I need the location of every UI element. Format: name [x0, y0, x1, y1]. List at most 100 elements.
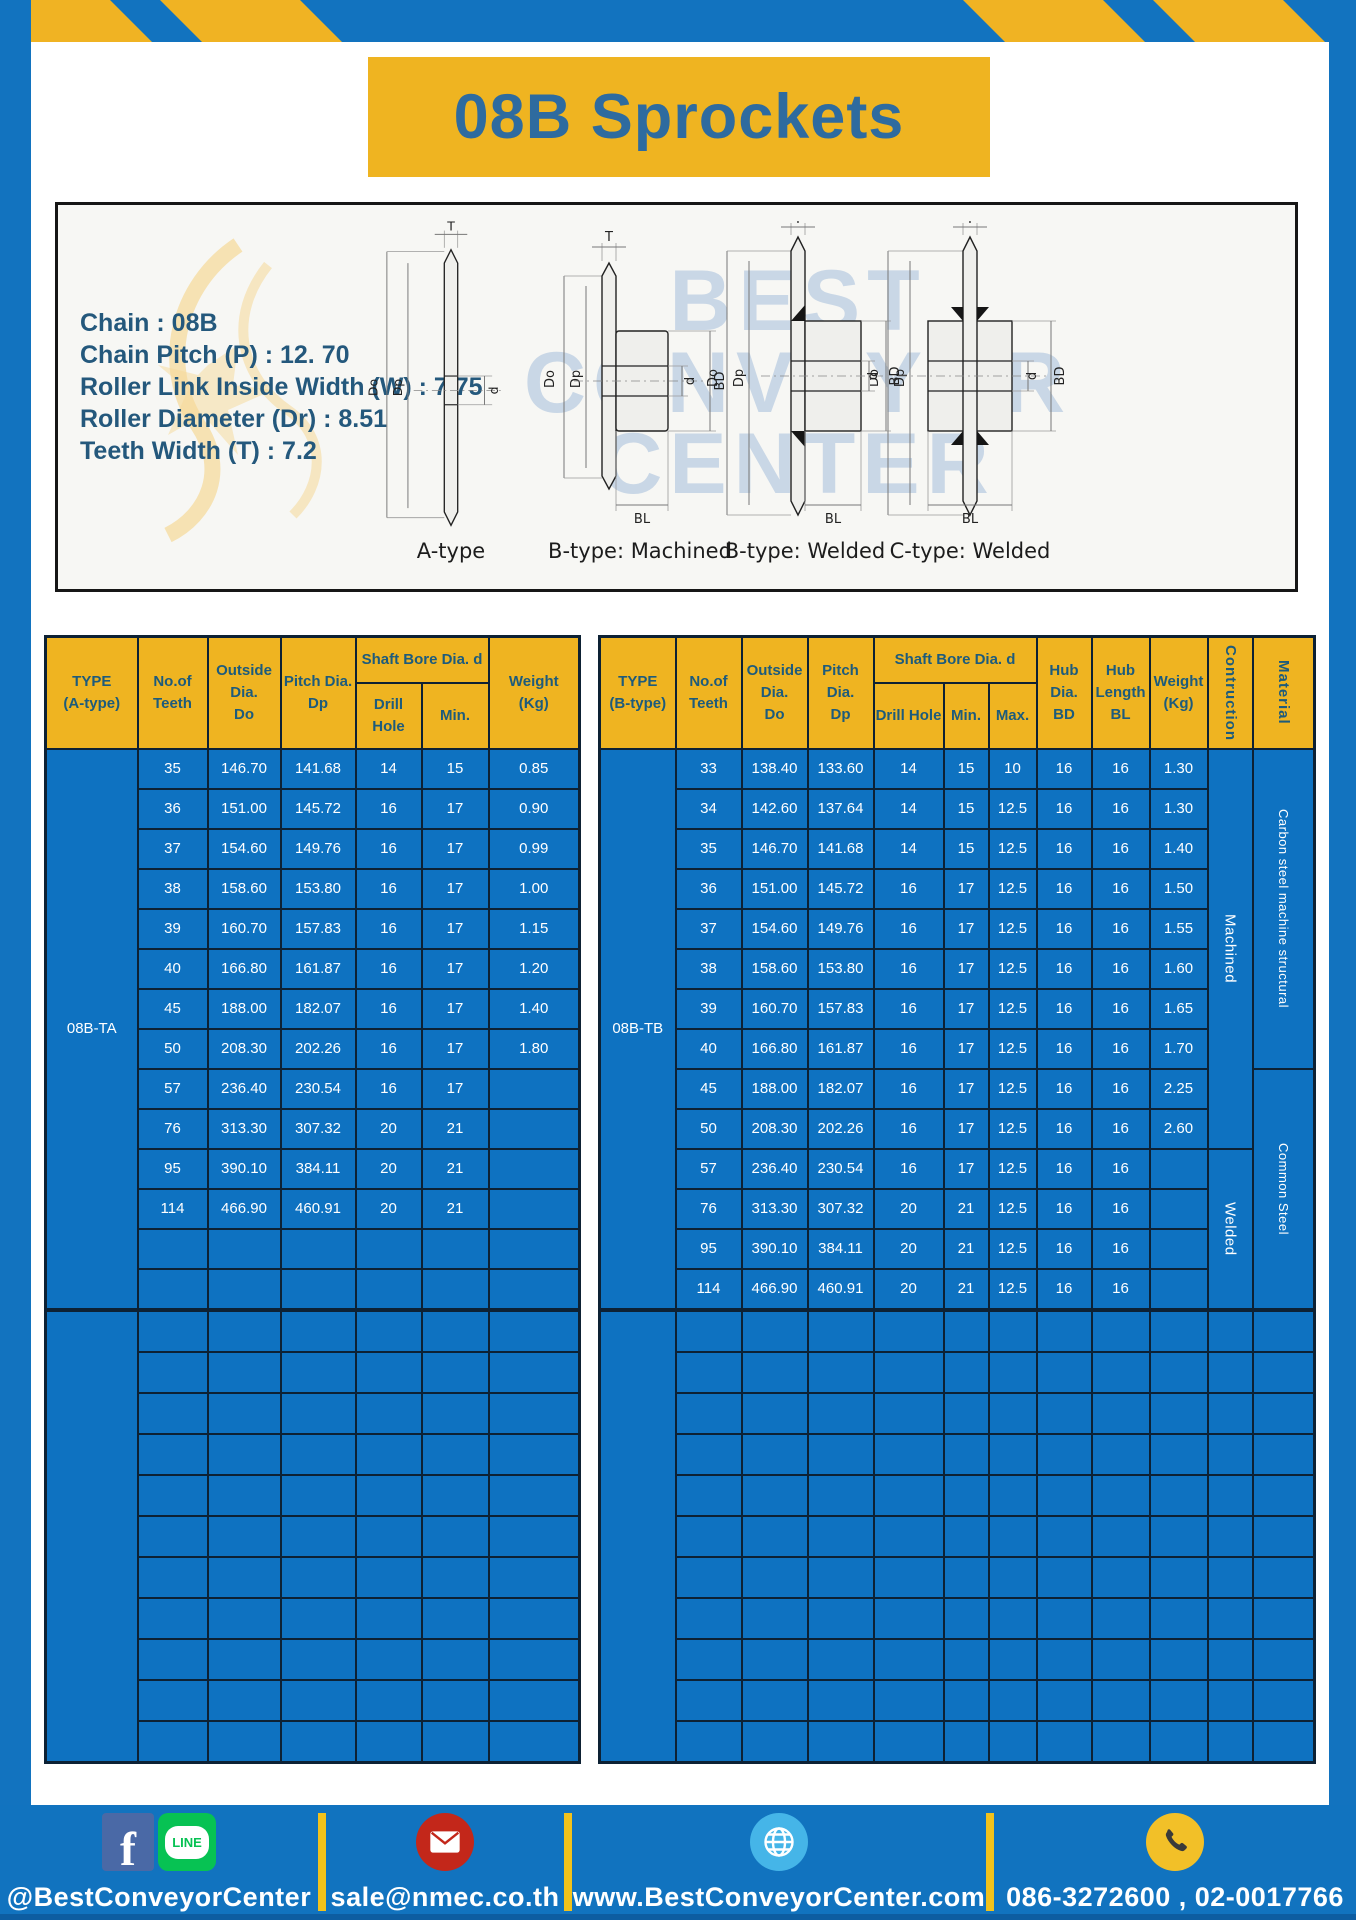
header-pitch-dia: Pitch Dia. Dp — [279, 635, 357, 750]
table-cell — [806, 1596, 875, 1640]
table-cell: 17 — [420, 907, 490, 950]
table-cell: 20 — [354, 1107, 423, 1150]
table-cell: 1.40 — [487, 987, 581, 1030]
table-cell — [942, 1307, 990, 1353]
dim-label-dp: Dp — [390, 379, 405, 397]
table-cell — [872, 1307, 945, 1353]
footer-website[interactable]: www.BestConveyorCenter.com — [572, 1882, 986, 1912]
type-cell: 08B-TA — [44, 747, 139, 1311]
table-cell — [206, 1267, 282, 1311]
table-cell — [136, 1637, 209, 1681]
table-cell: 17 — [420, 787, 490, 830]
table-cell: 50 — [136, 1027, 209, 1070]
globe-icon[interactable] — [750, 1813, 808, 1871]
table-cell: 16 — [1090, 787, 1151, 830]
dim-label-t: T — [446, 221, 455, 234]
top-banner — [0, 0, 1356, 42]
table-cell — [1251, 1391, 1316, 1435]
table-cell: 16 — [1035, 907, 1093, 950]
table-cell — [354, 1391, 423, 1435]
table-cell: 45 — [674, 1067, 743, 1110]
table-cell — [206, 1432, 282, 1476]
table-cell — [740, 1637, 809, 1681]
table-cell — [206, 1350, 282, 1394]
table-cell: 153.80 — [279, 867, 357, 910]
table-cell — [487, 1596, 581, 1640]
page-frame-right — [1329, 0, 1356, 1810]
table-cell: 35 — [136, 747, 209, 790]
table-cell: 16 — [872, 907, 945, 950]
chain-specs: Chain : 08B Chain Pitch (P) : 12. 70 Rol… — [80, 307, 483, 467]
table-cell: 16 — [354, 987, 423, 1030]
table-cell — [1148, 1432, 1209, 1476]
table-cell — [1035, 1432, 1093, 1476]
table-cell — [354, 1719, 423, 1763]
table-cell: 114 — [674, 1267, 743, 1311]
phone-icon[interactable] — [1146, 1813, 1204, 1871]
table-cell: 133.60 — [806, 747, 875, 790]
table-cell: 16 — [1035, 867, 1093, 910]
table-cell — [1251, 1678, 1316, 1722]
table-cell: 20 — [872, 1267, 945, 1311]
table-cell — [1206, 1473, 1254, 1517]
table-cell — [487, 1637, 581, 1681]
facebook-icon[interactable]: f — [102, 1813, 154, 1871]
table-cell: 313.30 — [740, 1187, 809, 1230]
email-icon[interactable] — [416, 1813, 474, 1871]
sprocket-diagram-c-welded: Do Dp T d BD BL — [870, 221, 1070, 563]
table-cell: 16 — [1035, 1067, 1093, 1110]
table-cell: 16 — [1035, 1267, 1093, 1311]
table-cell: 12.5 — [987, 827, 1038, 870]
table-cell — [487, 1227, 581, 1270]
header-teeth: No.of Teeth — [136, 635, 209, 750]
table-cell: 17 — [942, 1147, 990, 1190]
table-cell: 16 — [1035, 1187, 1093, 1230]
table-cell: 0.90 — [487, 787, 581, 830]
table-cell: 20 — [354, 1147, 423, 1190]
table-cell — [1251, 1514, 1316, 1558]
footer-divider — [564, 1813, 572, 1911]
table-cell: 230.54 — [806, 1147, 875, 1190]
table-cell — [872, 1678, 945, 1722]
table-cell — [1035, 1391, 1093, 1435]
table-cell: 16 — [1035, 1147, 1093, 1190]
svg-text:T: T — [604, 230, 613, 245]
footer-phones[interactable]: 086-3272600 , 02-0017766 — [1006, 1882, 1344, 1912]
table-cell: 1.20 — [487, 947, 581, 990]
table-cell — [1206, 1637, 1254, 1681]
table-cell: 15 — [942, 787, 990, 830]
table-cell: 202.26 — [806, 1107, 875, 1150]
table-cell — [279, 1596, 357, 1640]
table-cell: 12.5 — [987, 787, 1038, 830]
table-cell — [806, 1307, 875, 1353]
table-cell: 154.60 — [740, 907, 809, 950]
table-cell — [1251, 1719, 1316, 1763]
table-cell — [136, 1227, 209, 1270]
diagram-caption: C-type: Welded — [889, 539, 1051, 563]
table-cell: 1.00 — [487, 867, 581, 910]
table-cell — [1148, 1678, 1209, 1722]
table-cell — [354, 1432, 423, 1476]
table-cell: 1.70 — [1148, 1027, 1209, 1070]
footer-social-handle[interactable]: @BestConveyorCenter — [6, 1882, 312, 1912]
table-cell: 45 — [136, 987, 209, 1030]
table-cell — [354, 1307, 423, 1353]
line-icon[interactable]: LINE — [158, 1813, 216, 1871]
header-type: TYPE (B-type) — [598, 635, 677, 750]
banner-stripe — [1153, 0, 1325, 42]
svg-text:Dp: Dp — [893, 369, 908, 387]
table-cell: 141.68 — [279, 747, 357, 790]
table-cell: 12.5 — [987, 867, 1038, 910]
table-cell — [136, 1473, 209, 1517]
table-cell: 36 — [136, 787, 209, 830]
banner-stripe — [160, 0, 342, 42]
footer-email[interactable]: sale@nmec.co.th — [330, 1882, 560, 1912]
svg-text:Do: Do — [870, 369, 882, 387]
table-cell — [1090, 1350, 1151, 1394]
table-cell — [487, 1187, 581, 1230]
table-cell — [872, 1432, 945, 1476]
footer-email-section: sale@nmec.co.th — [326, 1813, 564, 1913]
table-cell: 16 — [872, 1027, 945, 1070]
header-min: Min. — [420, 681, 490, 750]
